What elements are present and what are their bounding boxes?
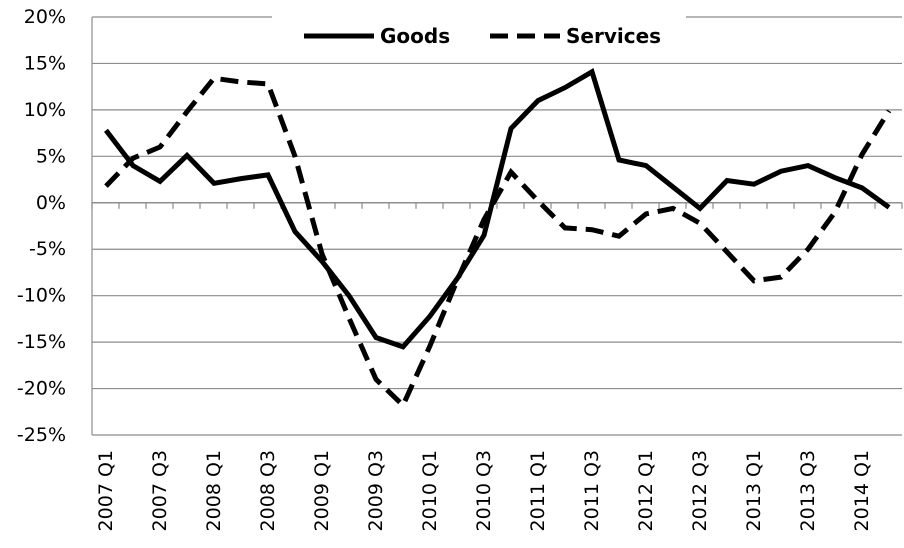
x-tick-label: 2011 Q1 [527,450,549,531]
y-tick-label: -5% [29,238,66,260]
legend-label-services: Services [566,24,661,48]
x-axis-tick-labels: 2007 Q1 2007 Q3 2008 Q1 2008 Q3 2009 Q1 2009 … [95,450,873,531]
y-tick-label: 10% [24,99,66,121]
x-tick-label: 2011 Q3 [581,450,603,531]
x-tick-label: 2008 Q1 [203,450,225,531]
legend-label-goods: Goods [380,24,450,48]
y-tick-label: 0% [36,192,66,214]
x-tick-label: 2014 Q1 [851,450,873,531]
x-tick-label: 2008 Q3 [257,450,279,531]
y-axis-tick-labels: 20% 15% 10% 5% 0% -5% -10% -15% -20% -25% [17,6,66,446]
y-tick-label: 20% [24,6,66,28]
y-tick-label: 15% [24,52,66,74]
series-line-goods [104,68,891,350]
y-tick-label: 5% [36,145,66,167]
x-tick-label: 2010 Q1 [419,450,441,531]
x-tick-label: 2009 Q3 [365,450,387,531]
x-tick-label: 2012 Q3 [689,450,711,531]
series-line-services [104,75,892,410]
legend: Goods Services [272,14,686,58]
x-tick-label: 2010 Q3 [473,450,495,531]
x-tick-label: 2012 Q1 [635,450,657,531]
x-tick-label: 2013 Q3 [797,450,819,531]
series-layer [104,68,892,410]
y-tick-label: -25% [17,424,66,446]
y-tick-label: -20% [17,378,66,400]
x-tick-label: 2007 Q1 [95,450,117,531]
x-tick-label: 2013 Q1 [743,450,765,531]
y-tick-label: -10% [17,285,66,307]
x-tick-label: 2009 Q1 [311,450,333,531]
y-tick-label: -15% [17,331,66,353]
x-axis [91,202,903,209]
x-tick-label: 2007 Q3 [149,450,171,531]
